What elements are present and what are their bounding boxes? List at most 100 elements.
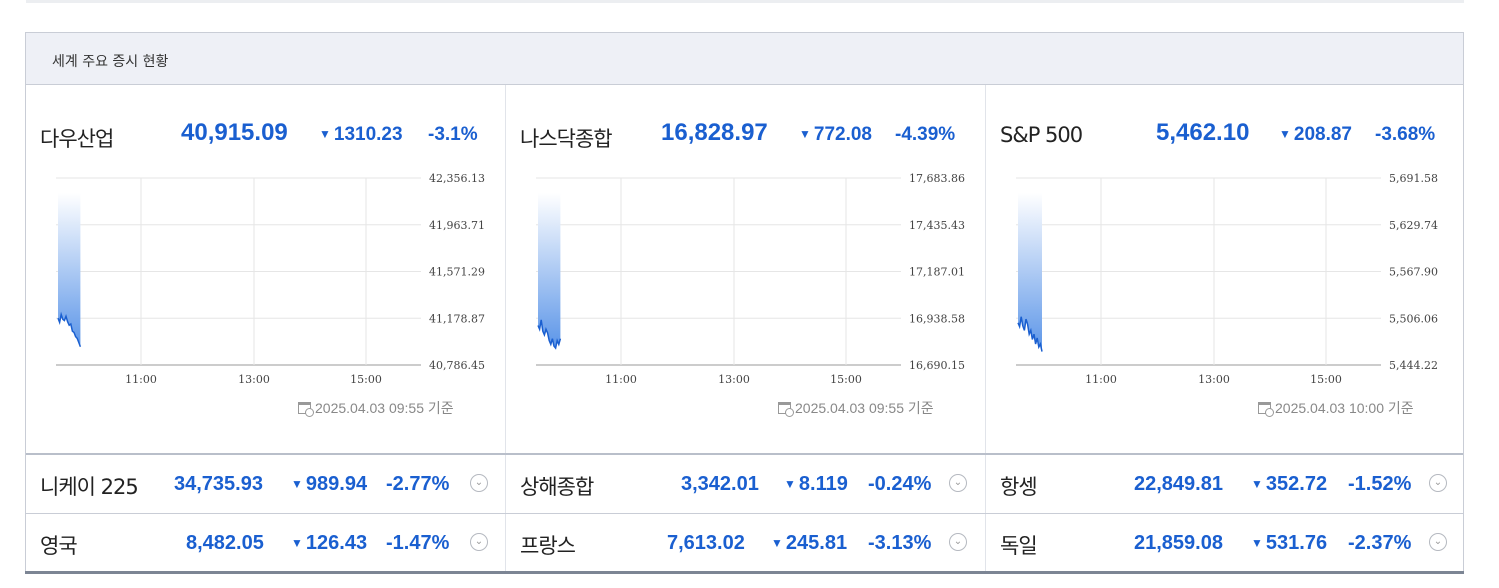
x-tick-label: 15:00 <box>1310 373 1342 386</box>
y-tick-label: 41,178.87 <box>429 312 485 325</box>
down-triangle-icon: ▼ <box>1251 477 1263 491</box>
timestamp: 2025.04.03 09:55 기준 <box>298 398 454 418</box>
y-tick-label: 17,187.01 <box>909 266 965 279</box>
y-tick-label: 17,435.43 <box>909 219 965 232</box>
sub-index-change: ▼ 352.72 <box>1251 473 1328 495</box>
x-tick-label: 11:00 <box>125 373 157 386</box>
expand-icon[interactable]: ⌄ <box>1429 474 1447 492</box>
index-change: ▼ 208.87 <box>1279 124 1353 145</box>
timestamp: 2025.04.03 10:00 기준 <box>1258 398 1414 418</box>
index-chart: 42,356.13 41,963.71 41,571.29 41,178.87 40,7… <box>26 172 505 393</box>
index-card-nasdaq[interactable]: 나스닥종합 16,828.97 ▼ 772.08 -4.39% 17,683.86… <box>505 85 984 453</box>
index-name: S&P 500 <box>1000 123 1083 147</box>
series-line <box>57 311 82 347</box>
bottom-divider <box>25 571 1464 574</box>
x-tick-label: 13:00 <box>238 373 270 386</box>
expand-icon[interactable]: ⌄ <box>470 474 488 492</box>
y-tick-label: 5,444.22 <box>1389 359 1438 372</box>
sub-index-value: 8,482.05 <box>186 532 264 554</box>
index-percent: -3.1% <box>428 124 478 145</box>
sub-index-value: 34,735.93 <box>174 473 263 495</box>
sub-index-france[interactable]: 프랑스 7,613.02 ▼ 245.81 -3.13% ⌄ <box>505 514 984 573</box>
sub-index-name: 영국 <box>40 534 78 558</box>
index-card-dow[interactable]: 다우산업 40,915.09 ▼ 1310.23 -3.1% 42,356.13 4… <box>26 85 505 453</box>
x-tick-label: 11:00 <box>605 373 637 386</box>
x-tick-label: 15:00 <box>350 373 382 386</box>
sub-index-percent: -2.77% <box>386 473 450 495</box>
sub-index-percent: -1.52% <box>1348 473 1412 495</box>
sub-index-change: ▼ 989.94 <box>291 473 368 495</box>
x-tick-label: 11:00 <box>1085 373 1117 386</box>
sub-index-change: ▼ 126.43 <box>291 532 368 554</box>
expand-icon[interactable]: ⌄ <box>470 533 488 551</box>
expand-icon[interactable]: ⌄ <box>1429 533 1447 551</box>
calendar-clock-icon <box>1258 402 1274 417</box>
down-triangle-icon: ▼ <box>784 477 796 491</box>
sub-index-percent: -0.24% <box>868 473 932 495</box>
y-tick-label: 17,683.86 <box>909 173 965 185</box>
sub-index-percent: -2.37% <box>1348 532 1412 554</box>
sub-index-change: ▼ 245.81 <box>771 532 848 554</box>
sub-index-percent: -3.13% <box>868 532 932 554</box>
sub-index-row: 영국 8,482.05 ▼ 126.43 -1.47% ⌄ 프랑스 7,613.0… <box>26 513 1463 573</box>
sub-index-value: 21,859.08 <box>1134 532 1223 554</box>
sub-index-name: 항셍 <box>1000 475 1038 499</box>
sub-index-name: 독일 <box>1000 534 1038 558</box>
down-triangle-icon: ▼ <box>771 536 783 550</box>
down-triangle-icon: ▼ <box>291 536 303 550</box>
series-line <box>537 319 562 350</box>
y-tick-label: 5,567.90 <box>1389 266 1438 279</box>
index-name: 나스닥종합 <box>520 127 613 151</box>
sub-index-percent: -1.47% <box>386 532 450 554</box>
sub-index-uk[interactable]: 영국 8,482.05 ▼ 126.43 -1.47% ⌄ <box>26 514 505 573</box>
series-line <box>1017 316 1043 352</box>
index-name: 다우산업 <box>40 127 114 151</box>
down-triangle-icon: ▼ <box>1251 536 1263 550</box>
expand-icon[interactable]: ⌄ <box>949 474 967 492</box>
y-tick-label: 5,691.58 <box>1389 173 1438 185</box>
sub-index-row: 니케이 225 34,735.93 ▼ 989.94 -2.77% ⌄ 상해종합 … <box>26 453 1464 514</box>
sub-index-value: 3,342.01 <box>681 473 759 495</box>
y-tick-label: 16,938.58 <box>909 312 965 325</box>
x-tick-label: 13:00 <box>718 373 750 386</box>
sub-index-hangseng[interactable]: 항셍 22,849.81 ▼ 352.72 -1.52% ⌄ <box>985 455 1464 514</box>
index-change: ▼ 772.08 <box>799 124 873 145</box>
expand-icon[interactable]: ⌄ <box>949 533 967 551</box>
index-change: ▼ 1310.23 <box>319 124 403 145</box>
area-fill <box>1018 193 1042 352</box>
sub-index-germany[interactable]: 독일 21,859.08 ▼ 531.76 -2.37% ⌄ <box>985 514 1464 573</box>
world-indices-panel: 세계 주요 증시 현황 다우산업 40,915.09 ▼ 1310.23 -3.1… <box>25 32 1464 573</box>
index-percent: -4.39% <box>895 124 956 145</box>
sub-index-nikkei[interactable]: 니케이 225 34,735.93 ▼ 989.94 -2.77% ⌄ <box>26 455 505 514</box>
index-value: 5,462.10 <box>1156 119 1250 146</box>
panel-title: 세계 주요 증시 현황 <box>52 54 169 70</box>
x-tick-label: 15:00 <box>830 373 862 386</box>
sub-index-change: ▼ 8.119 <box>784 473 848 495</box>
sub-index-name: 니케이 225 <box>40 475 139 499</box>
index-chart: 5,691.58 5,629.74 5,567.90 5,506.06 5,444.22… <box>986 172 1465 393</box>
sub-index-change: ▼ 531.76 <box>1251 532 1328 554</box>
timestamp: 2025.04.03 09:55 기준 <box>778 398 934 418</box>
y-tick-label: 41,963.71 <box>429 219 485 232</box>
y-tick-label: 41,571.29 <box>429 266 485 279</box>
index-percent: -3.68% <box>1375 124 1436 145</box>
top-divider <box>26 0 1464 3</box>
sub-index-name: 프랑스 <box>520 534 576 558</box>
y-tick-label: 40,786.45 <box>429 359 485 372</box>
y-tick-label: 5,506.06 <box>1389 312 1438 325</box>
calendar-clock-icon <box>298 402 314 417</box>
sub-index-value: 7,613.02 <box>667 532 745 554</box>
area-fill <box>538 193 561 349</box>
calendar-clock-icon <box>778 402 794 417</box>
sub-index-shanghai[interactable]: 상해종합 3,342.01 ▼ 8.119 -0.24% ⌄ <box>505 455 984 514</box>
y-tick-label: 42,356.13 <box>429 173 485 185</box>
index-chart: 17,683.86 17,435.43 17,187.01 16,938.58 16,6… <box>506 172 985 393</box>
sub-index-value: 22,849.81 <box>1134 473 1223 495</box>
index-value: 16,828.97 <box>661 119 768 146</box>
panel-header: 세계 주요 증시 현황 <box>26 33 1463 85</box>
sub-index-name: 상해종합 <box>520 475 594 499</box>
down-triangle-icon: ▼ <box>319 127 331 141</box>
y-tick-label: 16,690.15 <box>909 359 965 372</box>
index-card-sp500[interactable]: S&P 500 5,462.10 ▼ 208.87 -3.68% 5,691.58… <box>985 85 1464 453</box>
x-tick-label: 13:00 <box>1198 373 1230 386</box>
